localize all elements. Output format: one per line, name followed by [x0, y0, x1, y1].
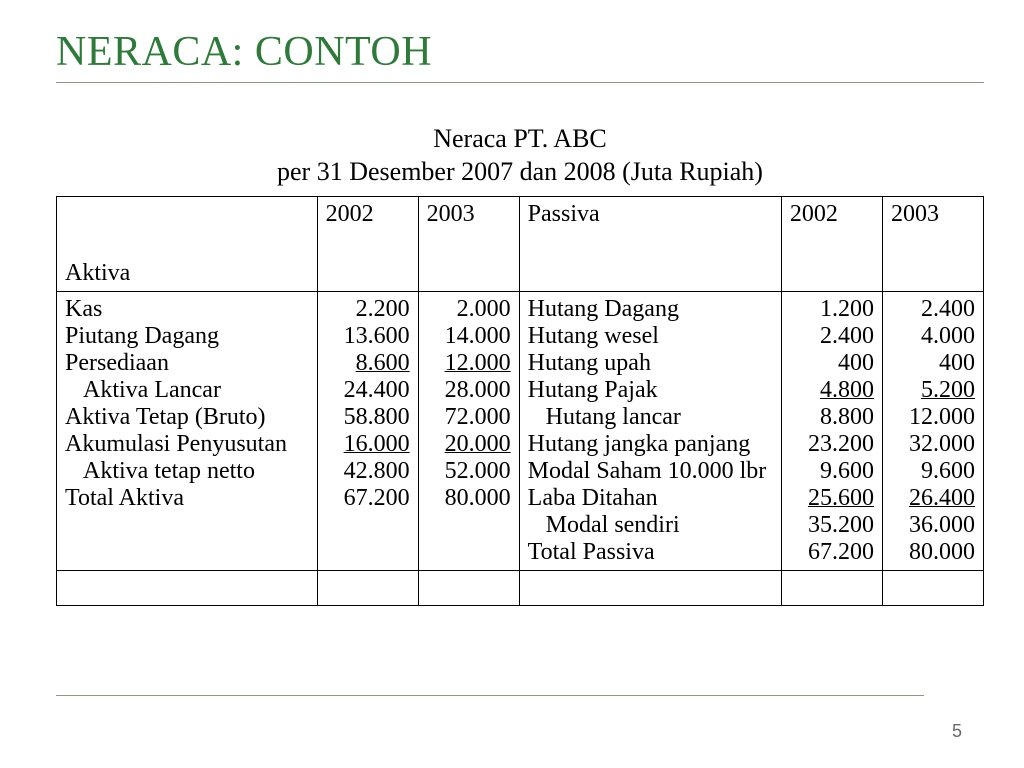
- spacer-cell: [781, 571, 882, 606]
- header-year2-p: 2003: [882, 197, 983, 292]
- header-year1-a: 2002: [317, 197, 418, 292]
- aktiva-labels-cell: KasPiutang DagangPersediaanAktiva Lancar…: [57, 292, 318, 571]
- aktiva-year2-cell: 2.00014.00012.00028.00072.00020.00052.00…: [418, 292, 519, 571]
- spacer-cell: [317, 571, 418, 606]
- passiva-labels-cell: Hutang DagangHutang weselHutang upahHuta…: [519, 292, 781, 571]
- header-year1-p: 2002: [781, 197, 882, 292]
- spacer-cell: [57, 571, 318, 606]
- caption-line-1: Neraca PT. ABC: [433, 124, 607, 153]
- title-underline: [56, 82, 984, 83]
- page-number: 5: [952, 721, 962, 742]
- spacer-cell: [519, 571, 781, 606]
- header-aktiva: Aktiva: [57, 197, 318, 292]
- caption-line-2: per 31 Desember 2007 dan 2008 (Juta Rupi…: [277, 157, 763, 186]
- footer-rule: [56, 695, 924, 696]
- spacer-cell: [418, 571, 519, 606]
- header-year2-a: 2003: [418, 197, 519, 292]
- balance-sheet-table: Aktiva 2002 2003 Passiva 2002 2003 KasPi…: [56, 196, 984, 606]
- slide-title: NERACA: CONTOH: [56, 28, 984, 76]
- header-aktiva-label: Aktiva: [65, 260, 130, 286]
- table-caption: Neraca PT. ABC per 31 Desember 2007 dan …: [56, 123, 984, 188]
- table-header-row: Aktiva 2002 2003 Passiva 2002 2003: [57, 197, 984, 292]
- header-passiva-label: Passiva: [528, 201, 600, 227]
- spacer-cell: [882, 571, 983, 606]
- table-spacer-row: [57, 571, 984, 606]
- table-body-row: KasPiutang DagangPersediaanAktiva Lancar…: [57, 292, 984, 571]
- slide: NERACA: CONTOH Neraca PT. ABC per 31 Des…: [0, 0, 1024, 768]
- header-passiva: Passiva: [519, 197, 781, 292]
- aktiva-year1-cell: 2.20013.6008.60024.40058.80016.00042.800…: [317, 292, 418, 571]
- passiva-year1-cell: 1.2002.4004004.8008.80023.2009.60025.600…: [781, 292, 882, 571]
- passiva-year2-cell: 2.4004.0004005.20012.00032.0009.60026.40…: [882, 292, 983, 571]
